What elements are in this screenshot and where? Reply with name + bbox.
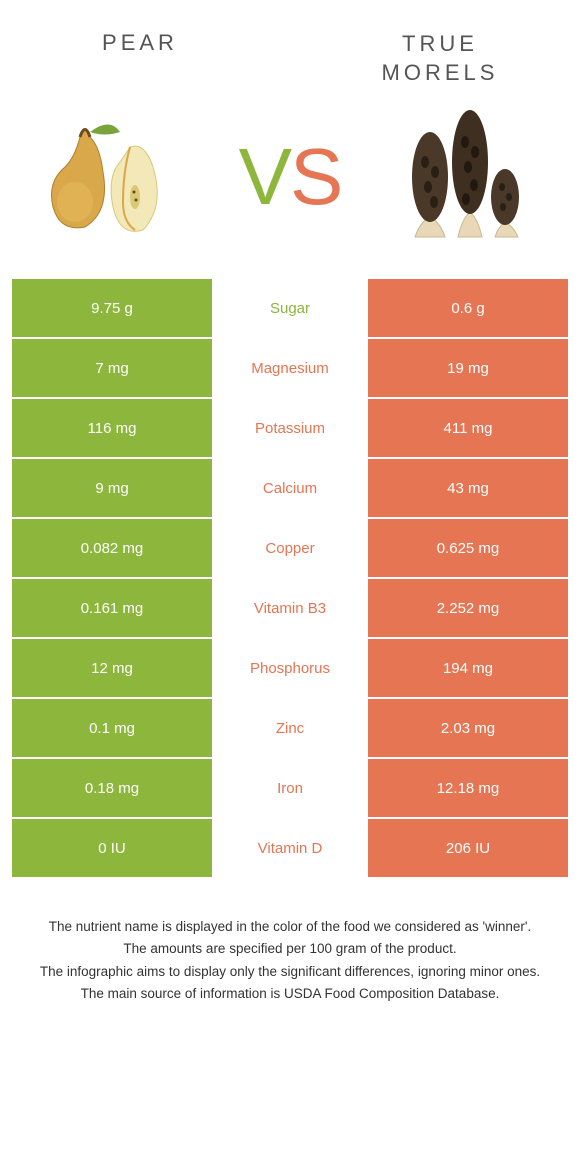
vs-v: V: [239, 132, 290, 221]
nutrient-name: Magnesium: [212, 339, 368, 397]
nutrient-row: 0 IUVitamin D206 IU: [12, 817, 568, 877]
footer-line2: The amounts are specified per 100 gram o…: [30, 939, 550, 959]
morel-icon: [380, 107, 550, 247]
pear-value: 7 mg: [12, 339, 212, 397]
morel-value: 206 IU: [368, 819, 568, 877]
header-left: Pear: [40, 30, 240, 56]
morel-value: 43 mg: [368, 459, 568, 517]
morel-value: 19 mg: [368, 339, 568, 397]
pear-value: 12 mg: [12, 639, 212, 697]
pear-title: Pear: [40, 30, 240, 56]
morel-value: 2.252 mg: [368, 579, 568, 637]
nutrient-row: 9.75 gSugar0.6 g: [12, 277, 568, 337]
morel-value: 0.6 g: [368, 279, 568, 337]
morels-title-line2: morels: [382, 60, 499, 85]
header: Pear True morels: [0, 0, 580, 97]
nutrient-row: 0.082 mgCopper0.625 mg: [12, 517, 568, 577]
nutrient-row: 0.18 mgIron12.18 mg: [12, 757, 568, 817]
morel-value: 411 mg: [368, 399, 568, 457]
morels-title: True morels: [340, 30, 540, 87]
morel-value: 2.03 mg: [368, 699, 568, 757]
vs-s: S: [290, 132, 341, 221]
nutrient-name: Sugar: [212, 279, 368, 337]
footer-line3: The infographic aims to display only the…: [30, 962, 550, 982]
pear-value: 0.161 mg: [12, 579, 212, 637]
nutrient-row: 9 mgCalcium43 mg: [12, 457, 568, 517]
pear-icon: [30, 107, 200, 247]
nutrient-row: 0.161 mgVitamin B32.252 mg: [12, 577, 568, 637]
footer-line4: The main source of information is USDA F…: [30, 984, 550, 1004]
nutrient-name: Iron: [212, 759, 368, 817]
nutrient-row: 7 mgMagnesium19 mg: [12, 337, 568, 397]
nutrient-name: Phosphorus: [212, 639, 368, 697]
pear-value: 0.1 mg: [12, 699, 212, 757]
nutrient-table: 9.75 gSugar0.6 g7 mgMagnesium19 mg116 mg…: [0, 277, 580, 877]
vs-label: VS: [239, 131, 342, 223]
pear-value: 0 IU: [12, 819, 212, 877]
morel-value: 12.18 mg: [368, 759, 568, 817]
morels-title-line1: True: [402, 31, 478, 56]
nutrient-name: Potassium: [212, 399, 368, 457]
pear-value: 9 mg: [12, 459, 212, 517]
nutrient-name: Calcium: [212, 459, 368, 517]
pear-value: 0.082 mg: [12, 519, 212, 577]
footer-line1: The nutrient name is displayed in the co…: [30, 917, 550, 937]
images-row: VS: [0, 97, 580, 277]
nutrient-name: Copper: [212, 519, 368, 577]
nutrient-row: 116 mgPotassium411 mg: [12, 397, 568, 457]
pear-value: 0.18 mg: [12, 759, 212, 817]
pear-value: 9.75 g: [12, 279, 212, 337]
nutrient-row: 0.1 mgZinc2.03 mg: [12, 697, 568, 757]
header-right: True morels: [340, 30, 540, 87]
nutrient-name: Vitamin D: [212, 819, 368, 877]
footer: The nutrient name is displayed in the co…: [0, 877, 580, 1026]
morel-value: 0.625 mg: [368, 519, 568, 577]
nutrient-name: Vitamin B3: [212, 579, 368, 637]
nutrient-row: 12 mgPhosphorus194 mg: [12, 637, 568, 697]
nutrient-name: Zinc: [212, 699, 368, 757]
morel-value: 194 mg: [368, 639, 568, 697]
pear-value: 116 mg: [12, 399, 212, 457]
